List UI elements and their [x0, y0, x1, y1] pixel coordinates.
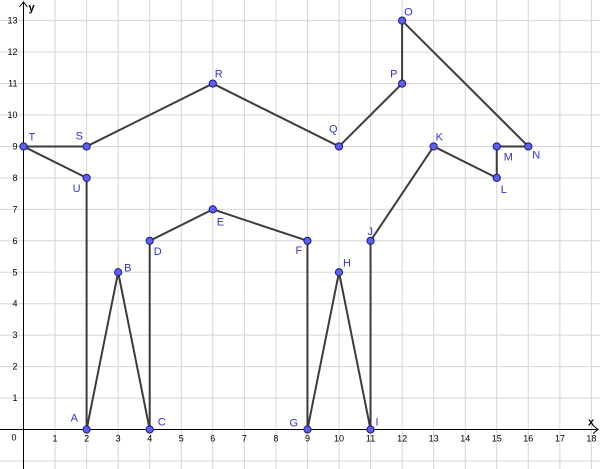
segment-ef	[211, 208, 309, 242]
x-tick-label: 15	[492, 434, 502, 444]
segment-bc	[117, 271, 151, 431]
point-label-u: U	[73, 183, 81, 195]
point-label-e: E	[217, 216, 224, 228]
segment-rs	[85, 82, 214, 148]
x-axis-title: x	[588, 417, 595, 429]
polygon-points	[19, 16, 533, 434]
point-label-m: M	[504, 151, 513, 163]
x-tick-label: 11	[366, 434, 375, 444]
y-tick-label: 4	[12, 299, 17, 309]
point-p[interactable]	[398, 79, 407, 88]
point-u[interactable]	[82, 173, 91, 182]
x-tick-label: 17	[555, 434, 565, 444]
y-axis-arrow-icon	[19, 1, 28, 8]
segment-kl	[432, 145, 498, 179]
point-o[interactable]	[398, 16, 407, 25]
point-label-b: B	[124, 262, 131, 274]
point-e[interactable]	[208, 205, 217, 214]
point-label-k: K	[436, 131, 444, 143]
y-tick-label: 10	[7, 110, 17, 120]
x-tick-label: 2	[84, 434, 89, 444]
y-tick-label: 5	[12, 267, 17, 277]
segment-no	[401, 19, 530, 148]
y-axis-title: y	[29, 2, 36, 14]
segment-tu	[22, 145, 88, 179]
point-t[interactable]	[19, 142, 28, 151]
point-label-o: O	[404, 7, 413, 19]
point-l[interactable]	[492, 173, 501, 182]
segment-ab	[85, 271, 120, 431]
segment-gh	[306, 271, 340, 431]
point-label-t: T	[29, 131, 36, 143]
point-f[interactable]	[303, 236, 312, 245]
point-c[interactable]	[145, 425, 154, 434]
x-tick-label: 14	[460, 434, 470, 444]
point-m[interactable]	[492, 142, 501, 151]
tick-labels: 1 2 3 4 5 6 7 8 9 10 11 12 13 14 15 16 17 181234567891011…	[7, 16, 596, 444]
x-tick-label: 8	[273, 434, 278, 444]
point-label-j: J	[368, 226, 374, 238]
y-tick-label: 9	[12, 141, 17, 151]
segment-pq	[338, 82, 404, 148]
point-a[interactable]	[82, 425, 91, 434]
point-i[interactable]	[366, 425, 375, 434]
point-label-g: G	[289, 418, 298, 430]
point-label-i: I	[376, 417, 379, 429]
y-tick-label: 2	[12, 362, 17, 372]
y-tick-label: 3	[12, 330, 17, 340]
segment-de	[148, 208, 214, 242]
segment-jk	[369, 145, 435, 242]
x-tick-label: 18	[586, 434, 596, 444]
x-tick-label: 7	[242, 434, 247, 444]
point-label-n: N	[532, 149, 540, 161]
point-label-h: H	[343, 257, 351, 269]
segment-qr	[211, 82, 340, 148]
point-label-c: C	[158, 417, 166, 429]
point-g[interactable]	[303, 425, 312, 434]
point-label-q: Q	[329, 123, 338, 135]
x-tick-label: 13	[429, 434, 439, 444]
y-tick-label: 8	[12, 173, 17, 183]
point-label-l: L	[501, 184, 507, 196]
x-tick-label: 4	[147, 434, 152, 444]
point-b[interactable]	[114, 268, 123, 277]
point-label-d: D	[154, 246, 162, 258]
x-tick-label: 12	[397, 434, 407, 444]
point-d[interactable]	[145, 236, 154, 245]
point-label-a: A	[71, 413, 79, 425]
point-r[interactable]	[208, 79, 217, 88]
point-h[interactable]	[334, 268, 344, 277]
point-k[interactable]	[429, 142, 438, 151]
segment-hi	[338, 271, 372, 431]
x-tick-label: 16	[523, 434, 533, 444]
y-tick-label: 13	[7, 16, 17, 26]
x-tick-label: 6	[210, 434, 215, 444]
y-tick-label: 7	[12, 204, 17, 214]
point-label-r: R	[215, 69, 223, 81]
y-tick-label: 1	[12, 393, 17, 403]
x-tick-label: 3	[116, 434, 121, 444]
polygon-segments	[22, 19, 530, 431]
point-label-p: P	[390, 69, 397, 81]
point-labels: A B C D E F G H I J K L M N O P Q R S T U	[29, 7, 541, 430]
x-tick-label: 10	[334, 434, 344, 444]
y-tick-label: 6	[12, 236, 17, 246]
x-tick-label: 1	[53, 434, 58, 444]
point-label-f: F	[295, 245, 302, 257]
x-tick-label: 9	[305, 434, 310, 444]
y-tick-label: 12	[7, 47, 17, 57]
y-tick-label: 11	[8, 79, 17, 89]
point-label-s: S	[76, 130, 83, 142]
origin-label: 0	[12, 433, 17, 443]
x-tick-label: 5	[179, 434, 184, 444]
point-q[interactable]	[334, 142, 344, 151]
point-j[interactable]	[366, 236, 375, 245]
x-axis-arrow-icon	[592, 425, 599, 434]
point-n[interactable]	[524, 142, 533, 151]
point-s[interactable]	[82, 142, 91, 151]
